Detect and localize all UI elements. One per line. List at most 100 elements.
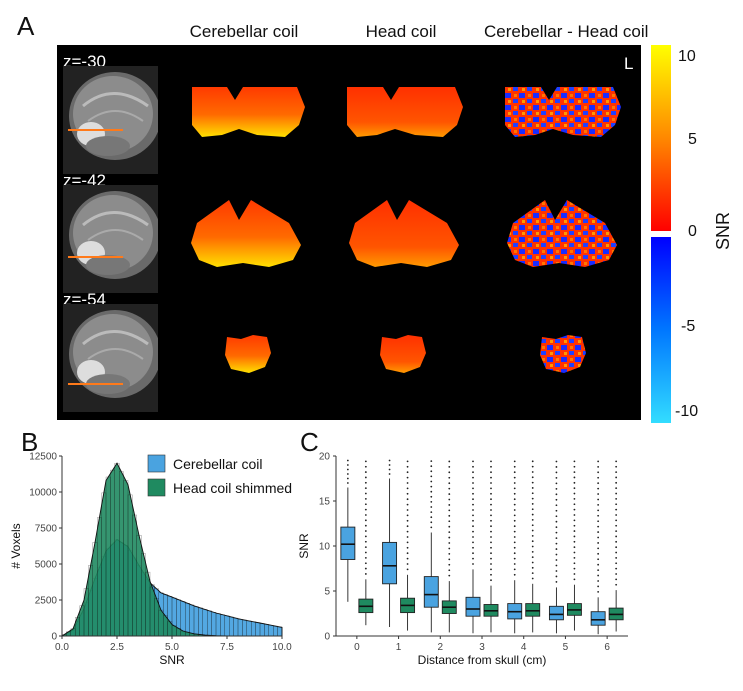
outlier-point [430,480,433,483]
outlier-point [430,516,433,519]
outlier-point [490,514,492,517]
outlier-point [597,542,600,544]
x-tick-label: 0.0 [55,642,69,653]
map-r2-head [349,200,459,267]
column-title-difference: Cerebellar - Head coil [484,22,649,41]
outlier-point [448,520,451,523]
outlier-point [448,542,451,544]
outlier-point [364,481,367,484]
outlier-point [531,465,534,468]
box-0 [465,596,481,617]
column-title-head: Head coil [365,22,437,41]
outlier-point [406,503,409,506]
x-axis-label: Distance from skull (cm) [418,653,547,667]
x-tick-label: 5 [563,642,569,653]
outlier-point [615,471,618,473]
panel-a-letter: A [17,11,35,41]
outlier-point [490,487,492,490]
outlier-point [513,514,516,517]
outlier-point [531,524,534,527]
outlier-point [513,573,516,576]
panel-c-letter: C [300,427,319,457]
outlier-point [490,568,492,571]
outlier-point [555,559,558,561]
map-r1-cerebellar [192,87,305,137]
outlier-point [615,546,618,549]
outlier-point [364,465,367,468]
outlier-point [573,519,576,522]
outlier-point [573,567,576,570]
outlier-point [555,460,558,463]
outlier-point [472,552,474,555]
outlier-point [573,562,576,565]
outlier-point [406,514,409,517]
outlier-point [490,460,492,463]
outlier-point [364,471,367,473]
outlier-point [472,482,474,484]
outlier-point [430,485,433,488]
outlier-point [555,564,558,567]
outlier-point [531,481,534,484]
outlier-point [406,563,409,565]
outlier-point [615,519,618,522]
box-1 [525,603,541,617]
outlier-point [555,509,558,512]
y-axis-label: SNR [297,533,311,559]
outlier-point [615,503,618,506]
outlier-point [555,581,558,583]
outlier-point [388,468,391,471]
outlier-point [406,541,409,544]
outlier-point [513,476,516,479]
outlier-point [490,492,492,495]
boxplot-chart: 0 5 10 15 20 0 1 2 3 4 5 6 Distance from skull (cm) S… [297,452,628,667]
outlier-point [448,574,451,577]
y-tick-label: 15 [319,497,331,508]
outlier-point [573,460,576,463]
outlier-point [573,524,576,527]
outlier-point [597,563,600,566]
box-0 [340,526,356,560]
outlier-point [597,569,600,572]
outlier-point [513,503,516,506]
outlier-point [555,504,558,507]
colorbar-label: SNR [713,211,733,250]
outlier-point [388,473,391,475]
outlier-point [531,566,534,569]
outlier-point [490,573,492,576]
outlier-point [597,520,600,523]
y-tick-label: 5000 [35,560,58,571]
outlier-point [531,492,534,495]
outlier-point [364,530,367,532]
colorbar-tick-10: 10 [678,48,696,65]
outlier-point [597,590,600,593]
outlier-point [448,498,451,501]
outlier-point [615,583,618,586]
outlier-point [615,557,618,559]
outlier-point [513,492,516,495]
column-title-cerebellar: Cerebellar coil [189,22,299,41]
outlier-point [615,540,618,543]
outlier-point [513,471,516,474]
outlier-point [615,487,618,490]
outlier-point [490,503,492,506]
outlier-point [490,519,492,522]
box-0 [590,611,606,626]
outlier-point [573,514,576,516]
outlier-point [531,519,534,521]
outlier-point [448,460,451,463]
outlier-point [448,509,451,512]
outlier-point [490,552,492,555]
outlier-point [364,540,367,543]
outlier-point [472,465,474,468]
outlier-point [364,487,367,490]
outlier-point [531,561,534,564]
outlier-point [573,487,576,490]
outlier-point [513,519,516,522]
outlier-point [490,471,492,474]
outlier-point [448,476,451,479]
outlier-point [472,492,474,495]
outlier-point [573,481,576,484]
outlier-point [490,579,492,582]
outlier-point [472,476,474,479]
snr-maps [191,87,621,373]
